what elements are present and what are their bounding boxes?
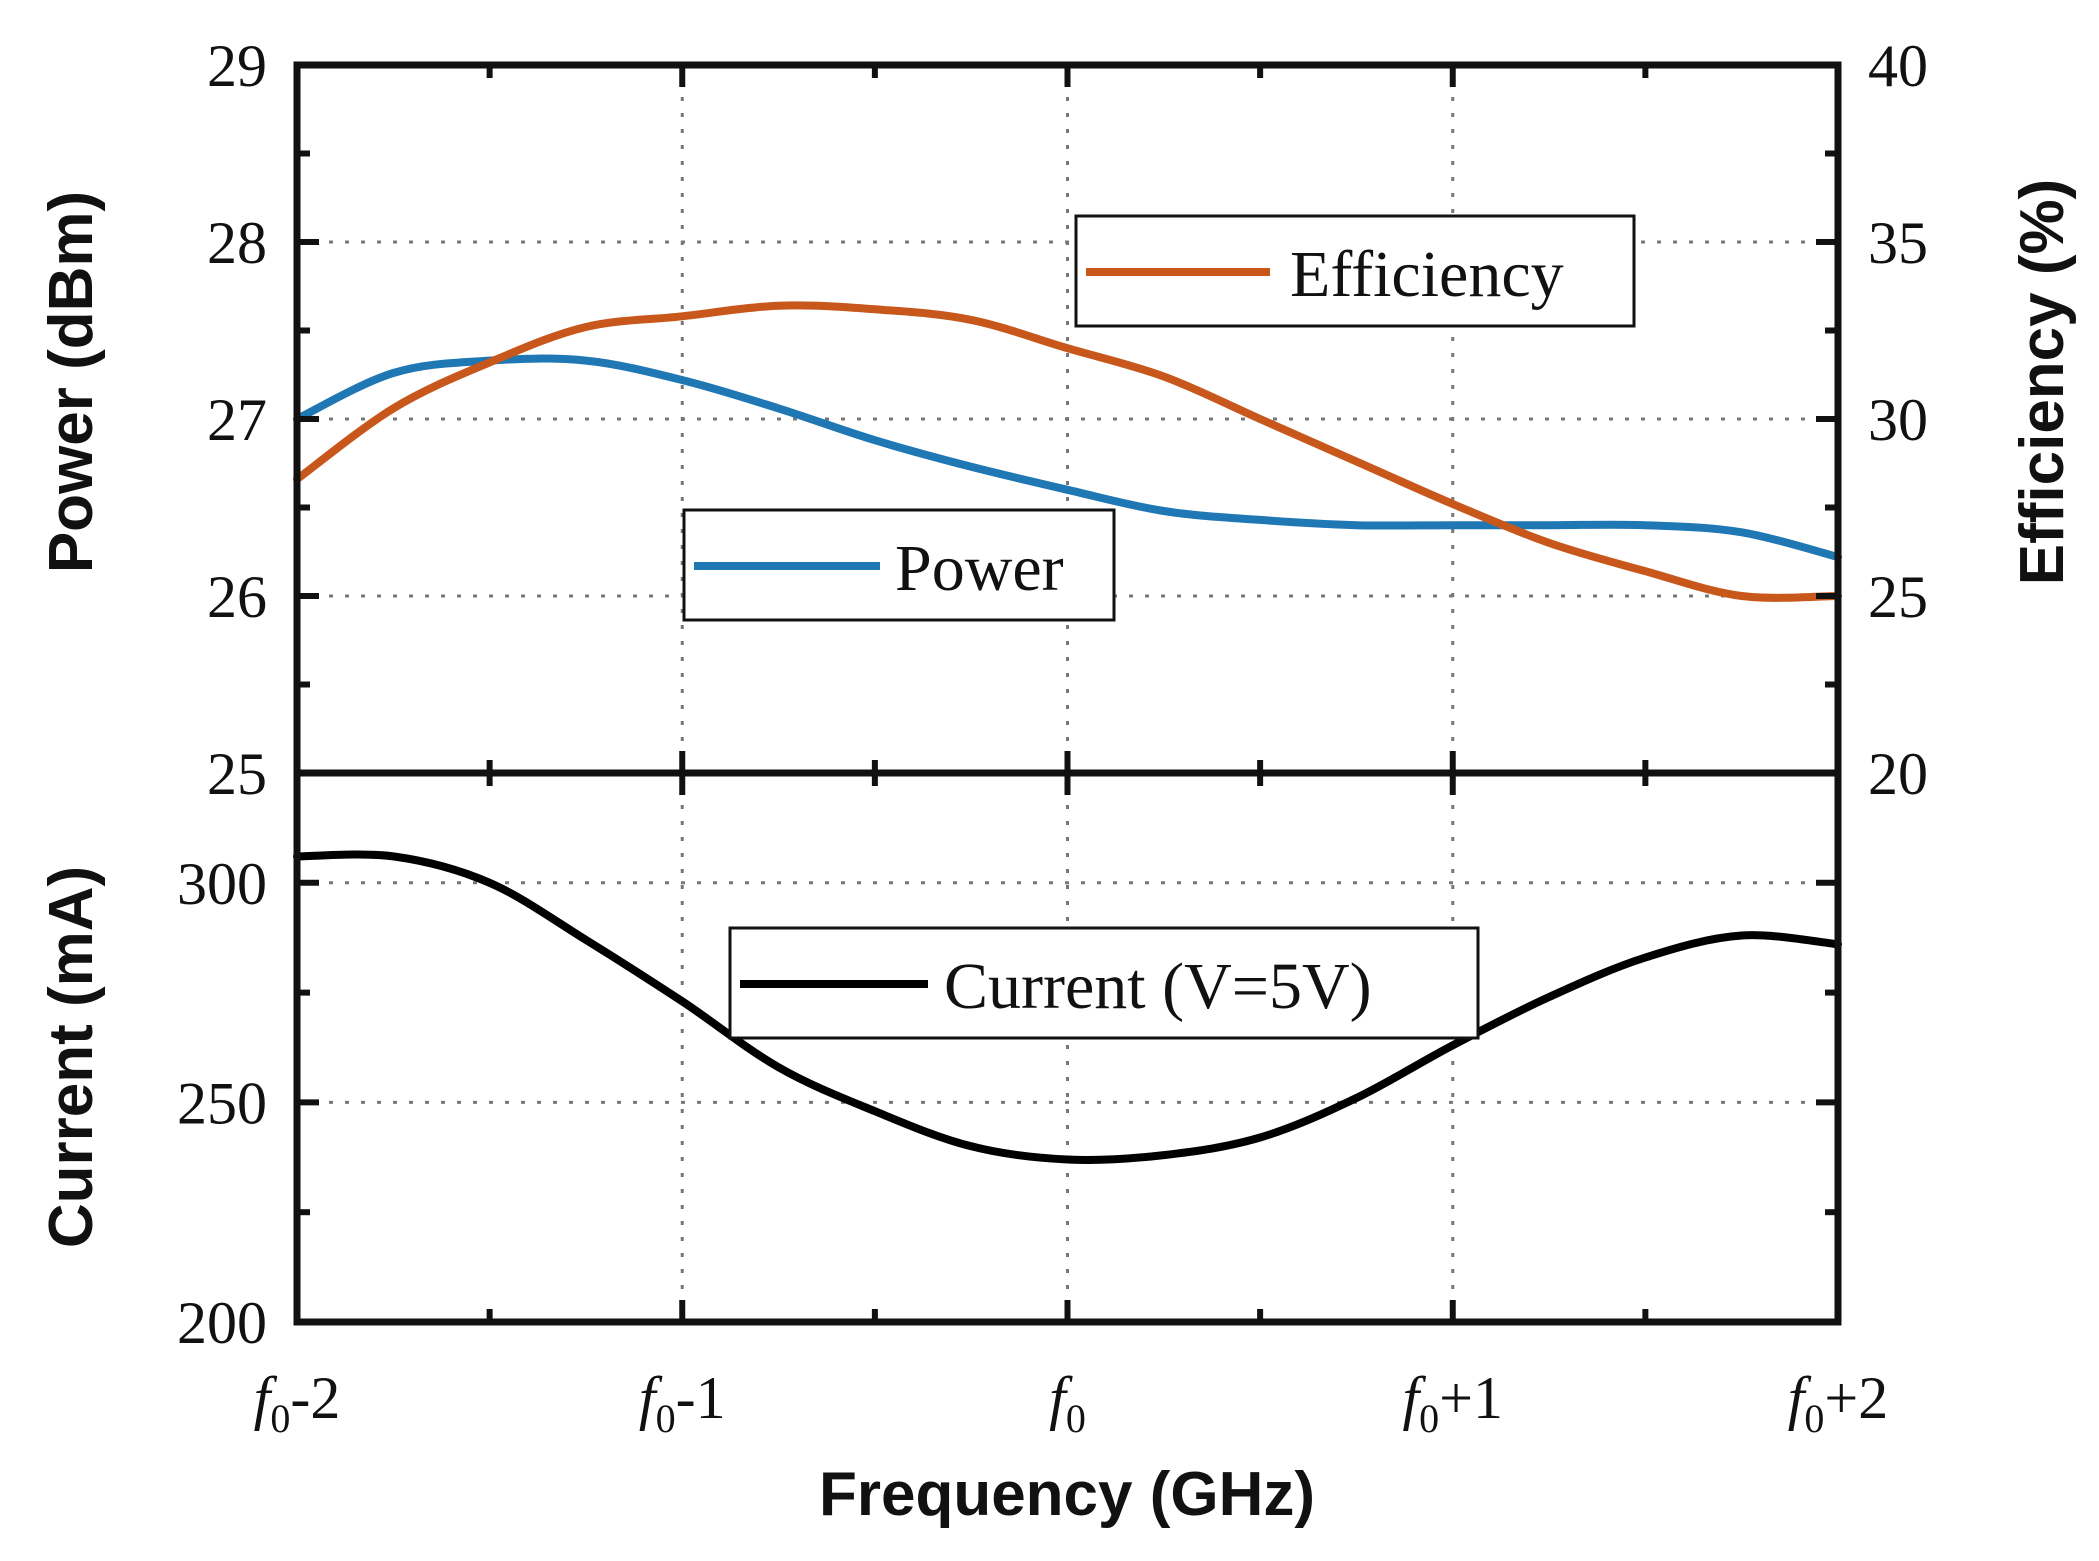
y-tick-label-efficiency: 40 [1868,33,1928,99]
y-tick-label-power: 25 [207,741,267,807]
legend-power-label: Power [895,532,1064,605]
y-tick-label-efficiency: 20 [1868,741,1928,807]
y-tick-label-efficiency: 35 [1868,210,1928,276]
y-tick-label-efficiency: 25 [1868,564,1928,630]
tick-marks [294,62,1841,1325]
y-tick-label-power: 28 [207,210,267,276]
x-tick-label: f0 [1049,1365,1086,1441]
x-tick-label: f0+1 [1402,1365,1503,1441]
series-line-efficiency [293,301,1842,602]
y-tick-label-efficiency: 30 [1868,387,1928,453]
legend-current: Current (V=5V) [728,926,1480,1040]
legend-efficiency: Efficiency [1074,214,1636,328]
y-axis-title-current: Current (mA) [37,866,106,1248]
y-axis-title-power: Power (dBm) [37,191,106,573]
series-line-current [293,850,1842,1164]
y-tick-label-current: 250 [177,1070,267,1136]
legend-power: Power [682,508,1116,622]
y-tick-label-power: 27 [207,387,267,453]
legend-efficiency-label: Efficiency [1290,238,1564,311]
series-line-power [293,354,1842,562]
x-tick-label: f0-1 [639,1365,726,1441]
tick-labels: 25 26 27 28 29 20 25 30 35 40 200 250 300 f0-2 f0-1 f0 f… [177,33,1928,1441]
legend-current-label: Current (V=5V) [944,950,1372,1023]
x-tick-label: f0+2 [1788,1365,1889,1441]
y-tick-label-power: 26 [207,564,267,630]
series-layer [293,301,1842,1164]
y-axis-title-efficiency: Efficiency (%) [2008,179,2077,586]
y-tick-label-current: 200 [177,1290,267,1356]
y-tick-label-power: 29 [207,33,267,99]
x-tick-label: f0-2 [254,1365,341,1441]
x-axis-title: Frequency (GHz) [819,1460,1315,1529]
y-tick-label-current: 300 [177,851,267,917]
